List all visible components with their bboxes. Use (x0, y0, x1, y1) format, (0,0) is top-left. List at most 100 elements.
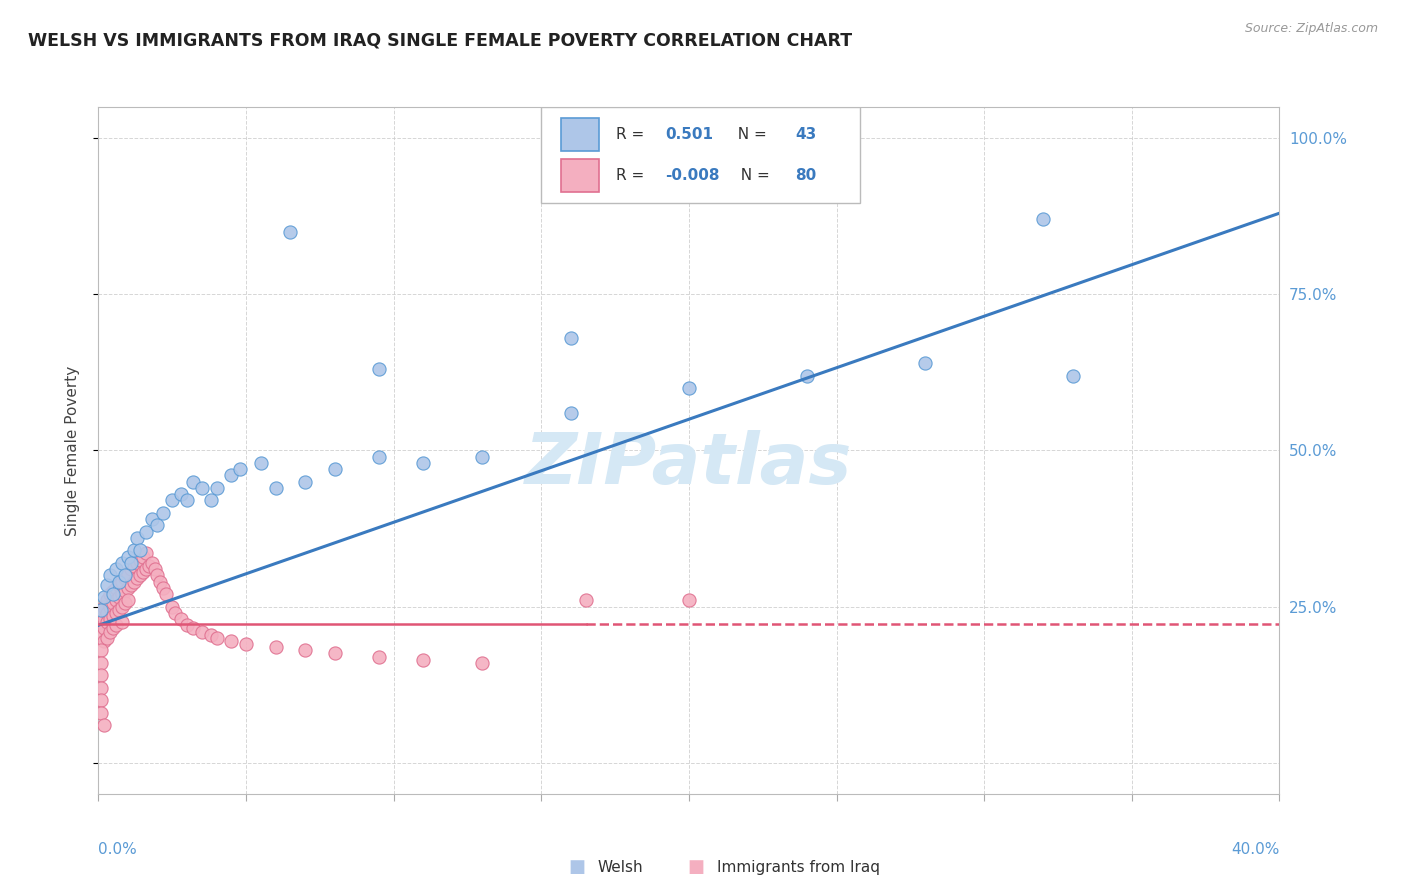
FancyBboxPatch shape (561, 118, 599, 151)
Point (132, 549, 155, 564)
Point (120, 556, 142, 570)
Text: ZIPatlas: ZIPatlas (526, 430, 852, 499)
Point (125, 531, 148, 545)
Point (149, 574, 172, 589)
Point (152, 506, 174, 520)
Point (114, 583, 136, 598)
Point (162, 599, 183, 614)
Point (278, 225, 302, 239)
Y-axis label: Single Female Poverty: Single Female Poverty (65, 366, 80, 535)
Point (170, 612, 193, 626)
Point (105, 606, 128, 620)
FancyBboxPatch shape (541, 107, 860, 203)
Point (128, 552, 150, 567)
Point (138, 558, 160, 574)
Point (323, 646, 346, 660)
Text: 43: 43 (796, 127, 817, 142)
Point (108, 591, 131, 605)
Text: Immigrants from Iraq: Immigrants from Iraq (717, 860, 880, 874)
Point (90, 693, 112, 707)
Text: N =: N = (731, 169, 775, 183)
Point (108, 574, 131, 589)
Point (678, 381, 700, 395)
Point (146, 518, 169, 533)
Point (108, 578, 131, 592)
Point (93, 633, 115, 648)
Point (111, 615, 134, 630)
Point (120, 562, 142, 576)
Point (200, 628, 222, 642)
Point (96, 593, 118, 607)
Point (90, 681, 112, 695)
Point (235, 637, 257, 651)
Point (96, 615, 118, 630)
Point (264, 481, 287, 495)
Point (103, 596, 125, 610)
Point (96, 578, 118, 592)
Point (111, 574, 134, 589)
Point (125, 571, 148, 585)
Point (135, 546, 157, 561)
Point (141, 556, 163, 570)
Point (132, 566, 155, 580)
Point (152, 581, 174, 595)
FancyBboxPatch shape (561, 159, 599, 192)
Point (796, 368, 818, 383)
Point (114, 571, 136, 585)
Point (105, 593, 128, 607)
Point (135, 524, 157, 539)
Point (90, 628, 112, 642)
Point (914, 356, 936, 370)
Point (103, 587, 125, 601)
Text: -0.008: -0.008 (665, 169, 720, 183)
Point (111, 599, 134, 614)
Point (560, 406, 582, 420)
Point (105, 562, 128, 576)
Point (162, 493, 183, 508)
Text: N =: N = (728, 127, 772, 142)
Point (323, 462, 346, 476)
Point (146, 568, 169, 582)
Point (368, 649, 391, 664)
Point (205, 631, 228, 645)
Point (117, 581, 139, 595)
Point (111, 556, 134, 570)
Point (141, 512, 163, 526)
Text: R =: R = (616, 127, 648, 142)
Point (90, 668, 112, 682)
Point (98, 612, 121, 626)
Point (90, 706, 112, 720)
Text: Source: ZipAtlas.com: Source: ZipAtlas.com (1244, 22, 1378, 36)
Point (560, 331, 582, 345)
Point (122, 543, 145, 558)
Point (114, 568, 136, 582)
Point (90, 603, 112, 617)
Point (471, 450, 494, 464)
Point (135, 562, 157, 576)
Point (98, 568, 121, 582)
Point (412, 653, 434, 667)
Point (90, 603, 112, 617)
Point (93, 591, 115, 605)
Point (117, 549, 139, 564)
Text: Welsh: Welsh (598, 860, 643, 874)
Point (128, 543, 150, 558)
Point (294, 475, 316, 489)
Point (93, 612, 115, 626)
Point (117, 568, 139, 582)
Point (205, 481, 228, 495)
Point (128, 568, 150, 582)
Point (114, 596, 136, 610)
Point (678, 593, 700, 607)
Point (103, 609, 125, 624)
Point (105, 618, 128, 632)
Point (90, 643, 112, 657)
Text: 0.501: 0.501 (665, 127, 713, 142)
Point (412, 456, 434, 470)
Point (96, 606, 118, 620)
Point (143, 562, 166, 576)
Point (181, 475, 204, 489)
Text: R =: R = (616, 169, 648, 183)
Point (155, 587, 177, 601)
Point (368, 450, 391, 464)
